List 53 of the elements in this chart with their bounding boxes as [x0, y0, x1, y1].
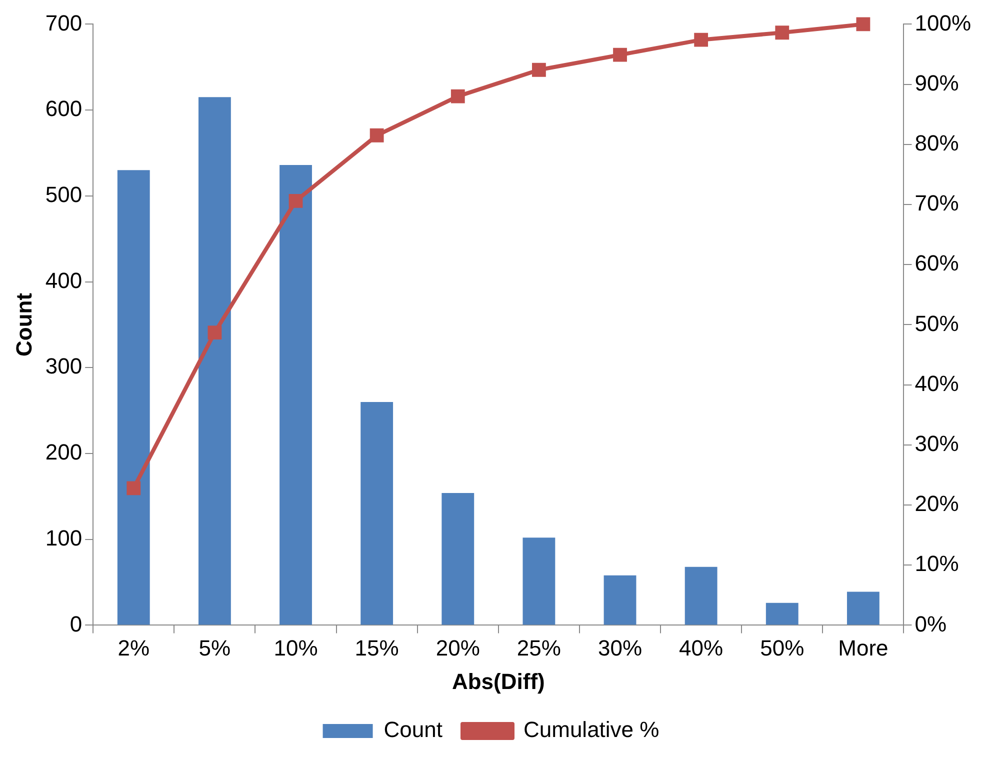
y2-tick-label: 100%	[914, 10, 972, 36]
x-tick-label: 5%	[198, 635, 231, 660]
bar	[684, 566, 718, 625]
y-tick-label: 600	[45, 96, 82, 122]
y-tick-label: 0	[70, 611, 82, 636]
point	[532, 62, 546, 77]
y-tick-label: 400	[45, 268, 82, 293]
y-tick-label: 700	[45, 10, 82, 36]
bar	[280, 165, 312, 625]
y2-tick-label: 10%	[914, 551, 959, 576]
point	[775, 26, 790, 40]
y2-tick-label: 60%	[914, 250, 959, 276]
y2-tick-label: 90%	[914, 70, 959, 96]
x-tick-label: 50%	[760, 635, 804, 660]
x-tick-label: More	[838, 635, 888, 660]
x-tick-label: 15%	[354, 635, 399, 660]
x-tick-label: 2%	[118, 635, 150, 660]
bar	[846, 592, 880, 625]
y2-tick-label: 40%	[914, 370, 959, 396]
bar	[198, 97, 231, 625]
x-tick-label: 30%	[598, 635, 642, 660]
y2-tick-label: 70%	[914, 190, 959, 216]
x-tick-label: 20%	[436, 635, 480, 660]
y-tick-label: 100	[45, 525, 82, 550]
bar	[442, 492, 474, 625]
point	[126, 481, 141, 496]
point	[450, 89, 465, 104]
y2-tick-label: 80%	[914, 130, 959, 156]
y-tick-label: 200	[45, 440, 82, 465]
legend-label: Count	[384, 717, 443, 742]
point	[613, 48, 627, 62]
point	[370, 128, 384, 142]
y2-tick-label: 20%	[914, 491, 959, 516]
legend-label: Cumulative %	[523, 717, 660, 742]
bar	[522, 538, 556, 625]
y-axis-title: Count	[11, 292, 36, 356]
x-tick-label: 10%	[274, 635, 318, 660]
x-axis-title: Abs(Diff)	[452, 668, 545, 694]
point	[208, 326, 222, 340]
point	[694, 32, 708, 47]
bar	[604, 575, 636, 625]
y-tick-label: 500	[45, 182, 82, 207]
x-tick-label: 25%	[516, 635, 561, 660]
bar	[117, 170, 150, 625]
y2-tick-label: 50%	[914, 310, 959, 336]
bar	[766, 602, 798, 625]
y2-tick-label: 0%	[914, 611, 947, 636]
x-tick-label: 40%	[679, 635, 724, 660]
point	[856, 17, 870, 32]
bar	[360, 402, 394, 625]
y2-tick-label: 30%	[914, 430, 959, 456]
point	[288, 194, 303, 208]
y-tick-label: 300	[45, 354, 82, 379]
